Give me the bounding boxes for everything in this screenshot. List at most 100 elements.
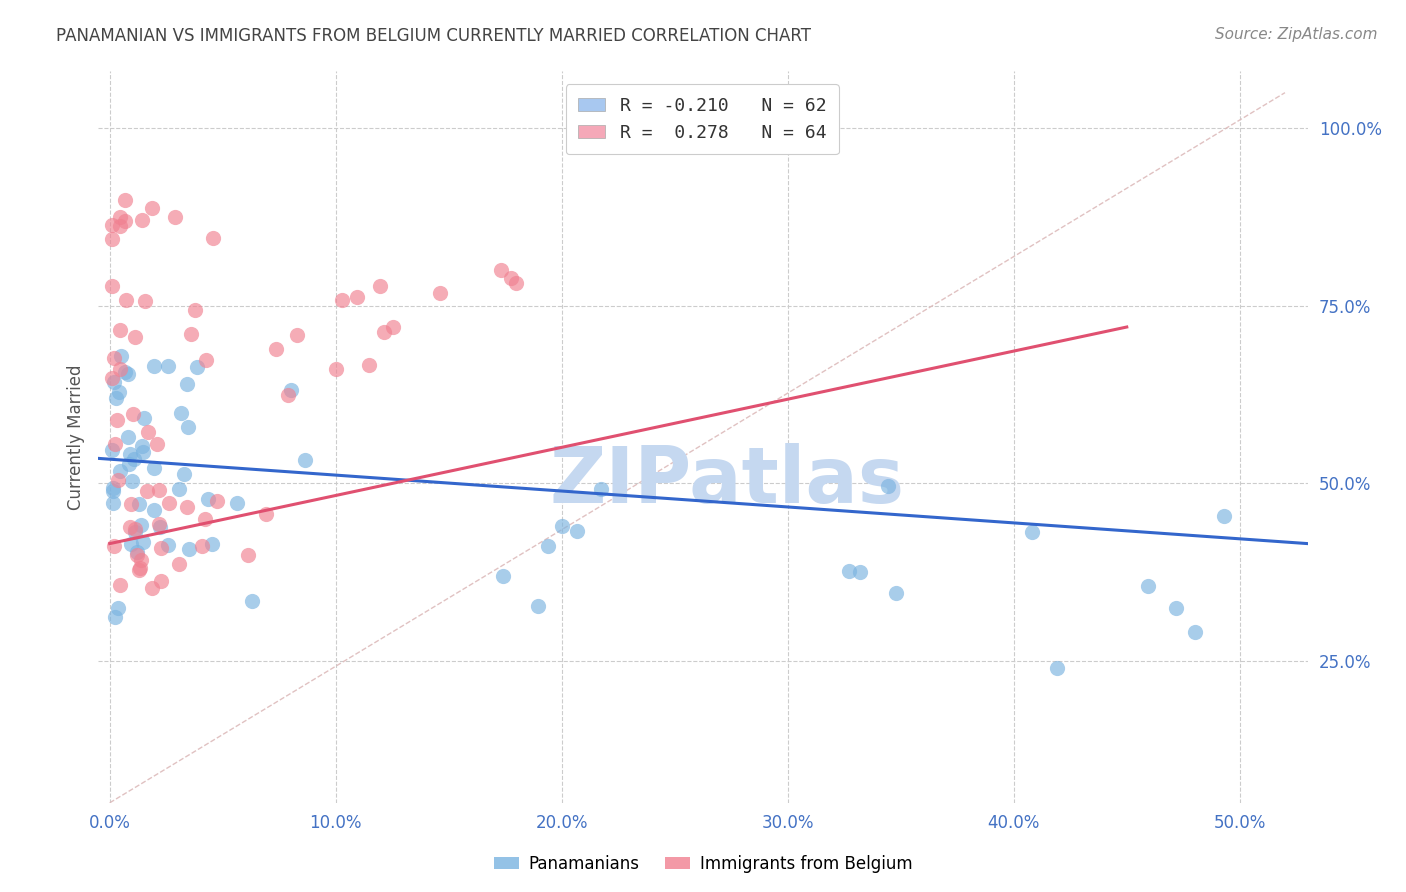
Point [173, 467, 195, 481]
Point [110, 349, 132, 363]
Point [124, 330, 146, 344]
Point [134, 293, 156, 308]
Point [131, 440, 153, 454]
Point [877, 479, 900, 493]
Point [499, 271, 522, 285]
Point [103, 375, 125, 389]
Point [156, 538, 179, 552]
Point [526, 599, 548, 613]
Point [143, 359, 166, 373]
Point [505, 276, 527, 290]
Text: PANAMANIAN VS IMMIGRANTS FROM BELGIUM CURRENTLY MARRIED CORRELATION CHART: PANAMANIAN VS IMMIGRANTS FROM BELGIUM CU… [56, 27, 811, 45]
Point [129, 561, 152, 575]
Point [118, 520, 141, 534]
Point [101, 218, 124, 232]
Point [117, 368, 139, 382]
Point [128, 497, 150, 511]
Point [201, 537, 224, 551]
Point [1046, 661, 1069, 675]
Legend: Panamanians, Immigrants from Belgium: Panamanians, Immigrants from Belgium [486, 848, 920, 880]
Point [104, 437, 127, 451]
Point [145, 436, 167, 450]
Point [141, 201, 163, 215]
Point [125, 548, 148, 562]
Point [177, 542, 200, 557]
Point [148, 516, 170, 531]
Point [127, 545, 149, 559]
Point [330, 293, 353, 307]
Point [124, 524, 146, 539]
Point [489, 263, 512, 277]
Point [264, 342, 287, 356]
Legend: R = -0.210   N = 62, R =  0.278   N = 64: R = -0.210 N = 62, R = 0.278 N = 64 [565, 84, 839, 154]
Point [135, 483, 157, 498]
Point [120, 498, 142, 512]
Point [136, 425, 159, 439]
Point [118, 457, 141, 471]
Point [103, 540, 125, 554]
Point [101, 483, 124, 498]
Point [591, 482, 613, 496]
Point [105, 413, 128, 427]
Point [194, 353, 217, 368]
Point [167, 482, 190, 496]
Point [537, 539, 560, 553]
Point [117, 430, 139, 444]
Point [101, 496, 124, 510]
Point [115, 293, 138, 308]
Point [165, 211, 187, 225]
Point [197, 492, 219, 507]
Point [110, 361, 132, 376]
Point [184, 302, 207, 317]
Point [128, 563, 150, 577]
Point [124, 451, 146, 466]
Point [149, 574, 172, 589]
Point [101, 442, 124, 457]
Point [141, 581, 163, 595]
Point [107, 601, 129, 615]
Point [838, 564, 860, 578]
Point [110, 323, 132, 337]
Point [120, 537, 142, 551]
Point [1184, 625, 1206, 640]
Point [1212, 508, 1234, 523]
Point [567, 524, 589, 538]
Point [157, 496, 180, 510]
Point [108, 384, 131, 399]
Point [884, 585, 907, 599]
Point [551, 519, 574, 533]
Point [368, 278, 391, 293]
Point [176, 376, 198, 391]
Point [108, 219, 131, 233]
Point [132, 445, 155, 459]
Point [201, 231, 224, 245]
Point [325, 361, 347, 376]
Point [103, 351, 125, 366]
Point [148, 483, 170, 498]
Point [240, 594, 263, 608]
Point [186, 360, 208, 375]
Point [131, 213, 153, 227]
Point [101, 279, 124, 293]
Point [105, 391, 128, 405]
Point [101, 371, 124, 385]
Point [277, 388, 299, 402]
Point [108, 211, 131, 225]
Point [104, 609, 127, 624]
Point [346, 290, 368, 304]
Point [254, 507, 277, 521]
Point [280, 383, 302, 397]
Point [849, 566, 872, 580]
Point [176, 500, 198, 515]
Point [114, 194, 136, 208]
Point [1136, 579, 1159, 593]
Point [157, 359, 180, 373]
Point [108, 464, 131, 478]
Point [121, 475, 143, 489]
Point [114, 213, 136, 227]
Point [1166, 601, 1188, 615]
Point [294, 453, 316, 467]
Point [129, 553, 152, 567]
Point [143, 503, 166, 517]
Point [180, 326, 202, 341]
